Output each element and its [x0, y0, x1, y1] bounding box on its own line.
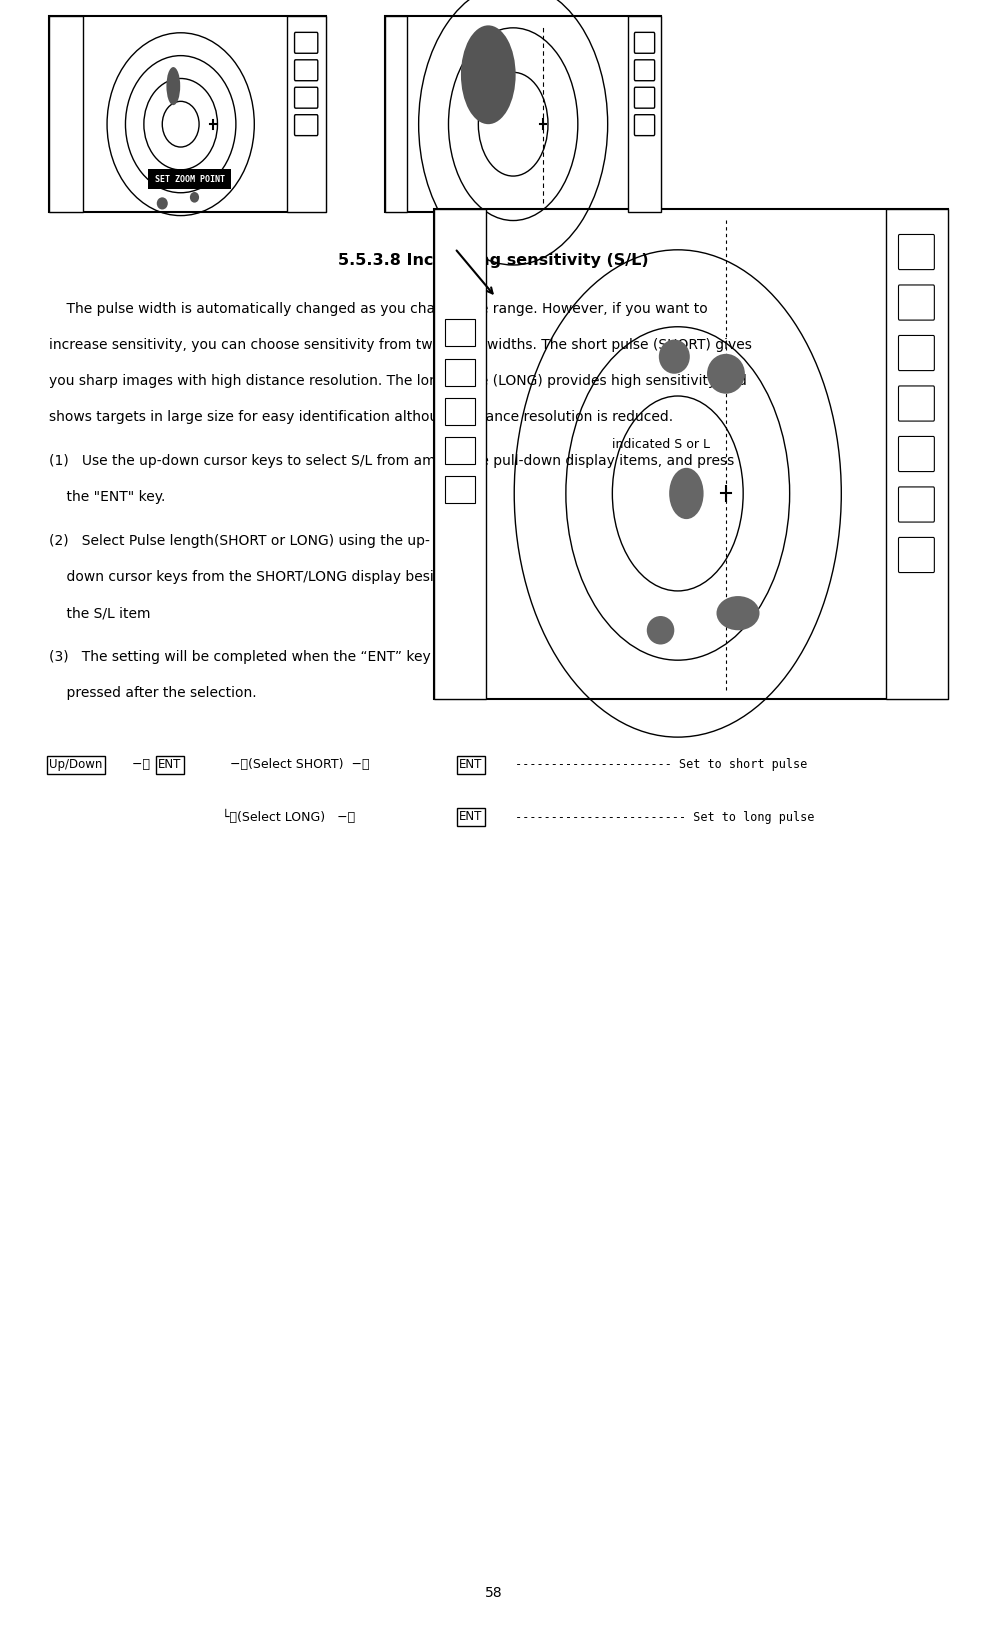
Ellipse shape — [157, 198, 168, 209]
FancyBboxPatch shape — [897, 538, 934, 572]
FancyBboxPatch shape — [634, 87, 654, 108]
Bar — [885, 209, 947, 699]
Bar — [444, 438, 475, 464]
Bar — [434, 209, 485, 699]
Ellipse shape — [716, 596, 759, 631]
FancyBboxPatch shape — [897, 235, 934, 270]
FancyBboxPatch shape — [897, 386, 934, 422]
Bar — [385, 16, 661, 212]
Ellipse shape — [659, 340, 689, 374]
Ellipse shape — [646, 616, 673, 644]
FancyBboxPatch shape — [294, 60, 317, 80]
Text: −＞: −＞ — [128, 758, 154, 771]
Text: down cursor keys from the SHORT/LONG display beside: down cursor keys from the SHORT/LONG dis… — [49, 570, 451, 585]
Text: −＞(Select SHORT)  −＞: −＞(Select SHORT) −＞ — [222, 758, 369, 771]
FancyBboxPatch shape — [897, 335, 934, 371]
Bar — [444, 320, 475, 346]
Bar — [49, 16, 325, 212]
Text: ENT: ENT — [158, 758, 181, 771]
Text: ---------------------- Set to short pulse: ---------------------- Set to short puls… — [508, 758, 807, 771]
Text: SET ZOOM POINT: SET ZOOM POINT — [155, 175, 225, 183]
FancyBboxPatch shape — [294, 33, 317, 54]
Bar — [627, 16, 661, 212]
Ellipse shape — [669, 467, 703, 520]
Text: ------------------------ Set to long pulse: ------------------------ Set to long pul… — [508, 810, 813, 824]
FancyBboxPatch shape — [294, 87, 317, 108]
Text: increase sensitivity, you can choose sensitivity from two pulse widths. The shor: increase sensitivity, you can choose sen… — [49, 338, 751, 353]
Text: ENT: ENT — [458, 810, 482, 824]
FancyBboxPatch shape — [634, 33, 654, 54]
Text: The pulse width is automatically changed as you change the range. However, if yo: The pulse width is automatically changed… — [49, 302, 707, 317]
Bar — [444, 359, 475, 386]
Bar — [385, 16, 406, 212]
Bar — [444, 477, 475, 503]
Text: the "ENT" key.: the "ENT" key. — [49, 490, 166, 505]
Text: 5.5.3.8 Increasing sensitivity (S/L): 5.5.3.8 Increasing sensitivity (S/L) — [338, 253, 648, 268]
Text: (3)   The setting will be completed when the “ENT” key is: (3) The setting will be completed when t… — [49, 650, 446, 665]
Ellipse shape — [706, 355, 744, 394]
Ellipse shape — [189, 191, 199, 203]
FancyBboxPatch shape — [634, 114, 654, 136]
Text: 58: 58 — [484, 1587, 502, 1600]
Text: └＞(Select LONG)   −＞: └＞(Select LONG) −＞ — [222, 810, 355, 824]
FancyBboxPatch shape — [634, 60, 654, 80]
Bar — [148, 170, 231, 190]
Text: (2)   Select Pulse length(SHORT or LONG) using the up-: (2) Select Pulse length(SHORT or LONG) u… — [49, 534, 430, 549]
Text: (1)   Use the up-down cursor keys to select S/L from among the pull-down display: (1) Use the up-down cursor keys to selec… — [49, 454, 734, 469]
Text: indicated S or L: indicated S or L — [611, 438, 709, 451]
Text: Up/Down: Up/Down — [49, 758, 103, 771]
Text: ENT: ENT — [458, 758, 482, 771]
Bar — [287, 16, 325, 212]
Bar — [444, 399, 475, 425]
FancyBboxPatch shape — [897, 436, 934, 472]
Ellipse shape — [460, 26, 515, 124]
Text: the S/L item: the S/L item — [49, 606, 151, 621]
Bar — [49, 16, 83, 212]
Text: pressed after the selection.: pressed after the selection. — [49, 686, 256, 701]
Ellipse shape — [167, 67, 180, 105]
Text: you sharp images with high distance resolution. The long pulse (LONG) provides h: you sharp images with high distance reso… — [49, 374, 746, 389]
Text: shows targets in large size for easy identification although distance resolution: shows targets in large size for easy ide… — [49, 410, 672, 425]
FancyBboxPatch shape — [897, 487, 934, 523]
FancyBboxPatch shape — [897, 284, 934, 320]
Bar — [434, 209, 947, 699]
FancyBboxPatch shape — [294, 114, 317, 136]
